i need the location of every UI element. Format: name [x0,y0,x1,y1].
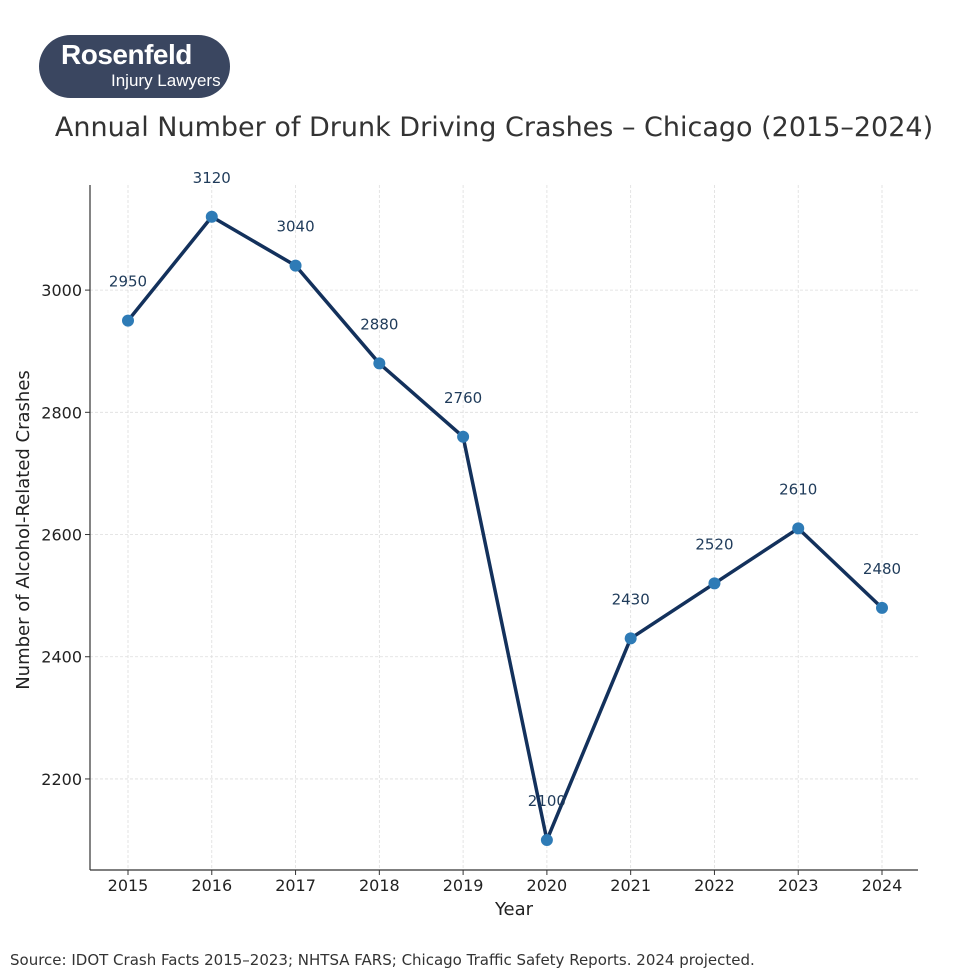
data-point [457,430,470,443]
y-tick-label: 3000 [41,281,82,300]
data-label: 2760 [444,389,482,407]
x-tick-label: 2021 [610,876,651,895]
data-label: 3040 [276,218,314,236]
data-label: 2610 [779,480,817,498]
logo-name: Rosenfeld [61,39,192,70]
x-tick-label: 2018 [359,876,400,895]
data-label: 2100 [528,792,566,810]
data-point [289,259,302,272]
data-label: 2880 [360,315,398,333]
chart-title: Annual Number of Drunk Driving Crashes –… [54,112,934,143]
data-point [792,522,805,535]
data-point [540,834,553,847]
data-point [373,357,386,370]
x-tick-label: 2020 [527,876,568,895]
x-axis-label: Year [494,899,534,920]
source-note: Source: IDOT Crash Facts 2015–2023; NHTS… [10,951,755,969]
data-point [122,314,134,327]
data-label: 2480 [863,560,901,578]
x-tick-label: 2015 [108,876,149,895]
data-label: 2430 [612,590,650,608]
series-line [126,215,884,842]
logo: Rosenfeld Injury Lawyers [39,35,230,98]
data-label: 2520 [695,535,733,553]
x-tick-label: 2019 [443,876,484,895]
x-tick-label: 2022 [694,876,735,895]
y-tick-label: 2200 [41,770,82,789]
data-label: 3120 [193,169,231,187]
logo-tagline: Injury Lawyers [111,71,221,90]
data-point [205,210,218,223]
x-tick-label: 2017 [275,876,316,895]
x-tick-label: 2016 [191,876,232,895]
data-point [708,577,721,590]
y-tick-label: 2400 [41,648,82,667]
y-tick-label: 2600 [41,526,82,545]
x-tick-label: 2024 [862,876,903,895]
y-tick-label: 2800 [41,403,82,422]
data-point [876,601,888,614]
data-label: 2950 [109,273,147,291]
data-point [624,632,637,645]
x-tick-label: 2023 [778,876,819,895]
y-axis-label: Number of Alcohol-Related Crashes [13,370,34,690]
